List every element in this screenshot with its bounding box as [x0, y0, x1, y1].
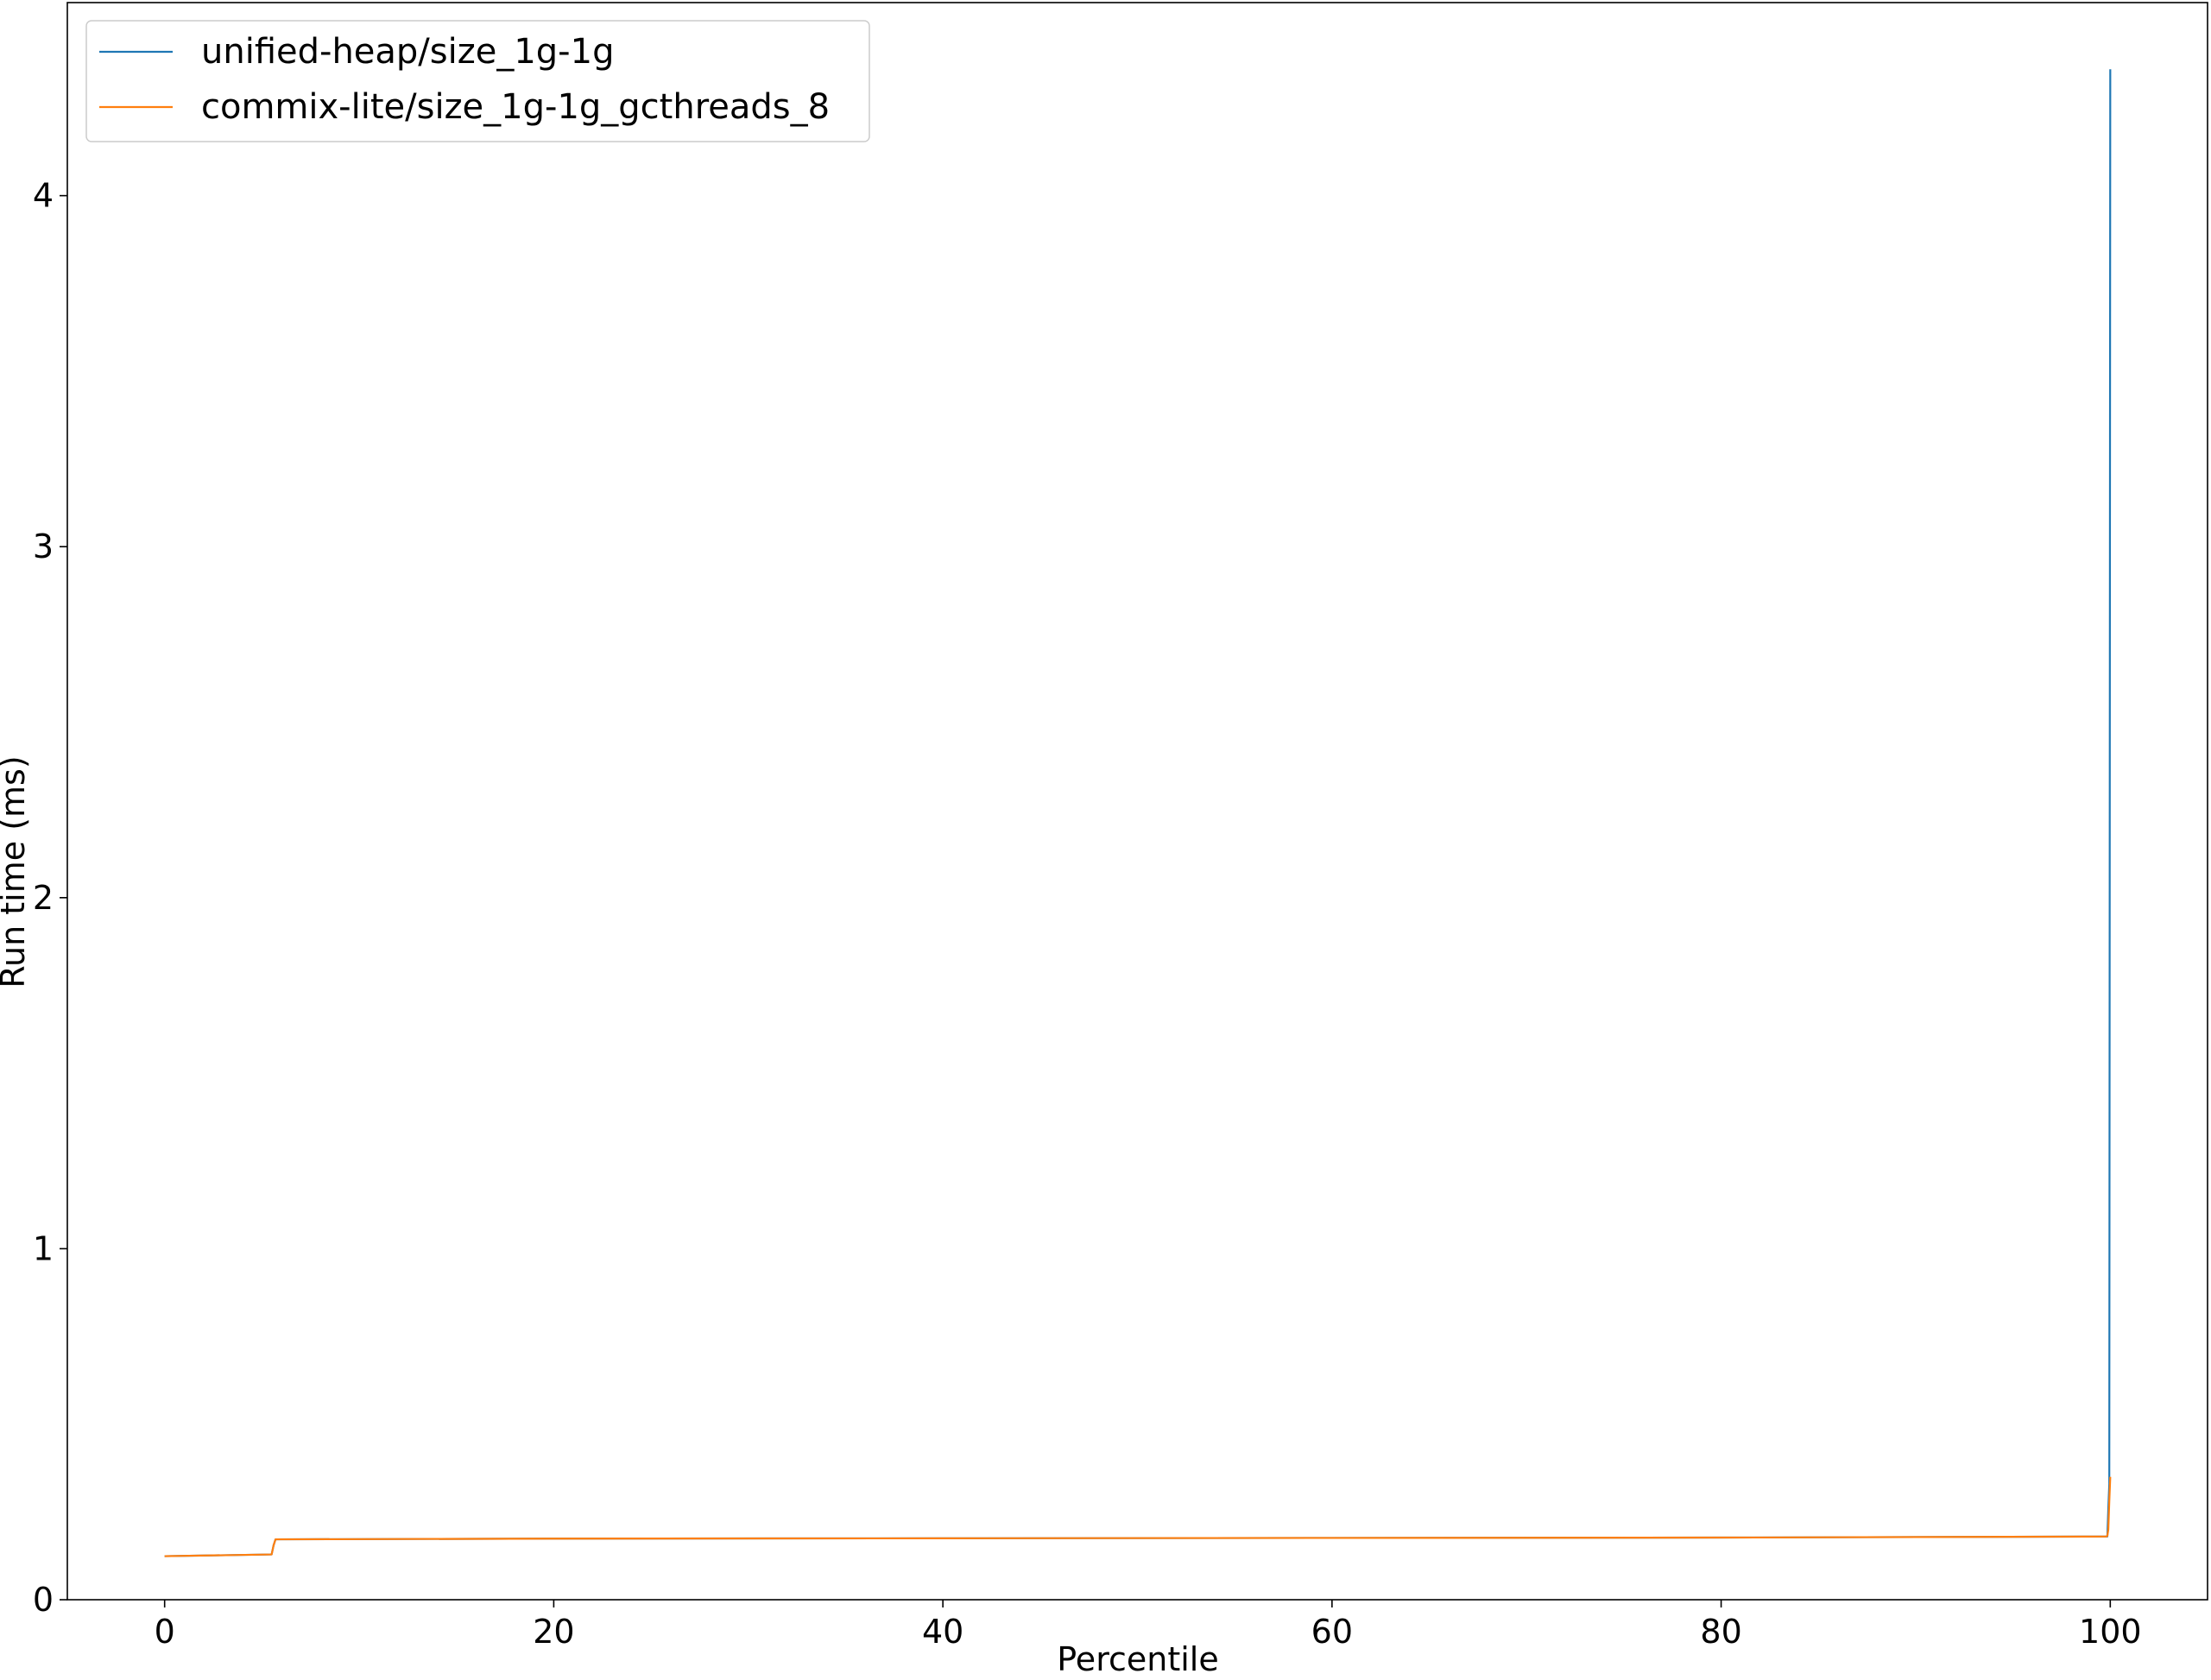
- x-axis-label: Percentile: [1057, 1640, 1218, 1677]
- plot-area: [66, 2, 2208, 1601]
- legend-label-1: unified-heap/size_1g-1g: [201, 32, 614, 72]
- series-line-2: [164, 1476, 2112, 1557]
- x-tick-label: 0: [155, 1613, 175, 1651]
- x-tick-label: 20: [533, 1613, 574, 1651]
- x-tick-label: 80: [1700, 1613, 1741, 1651]
- y-tick-label: 3: [33, 527, 54, 565]
- legend: unified-heap/size_1g-1g commix-lite/size_…: [85, 20, 870, 142]
- y-tick-label: 2: [33, 879, 54, 917]
- y-axis-label: Run time (ms): [0, 755, 32, 988]
- x-tick-label: 100: [2079, 1613, 2142, 1651]
- y-tick-label: 4: [33, 177, 54, 215]
- x-tick-label: 40: [922, 1613, 963, 1651]
- axis-ticks: 0 20 40 60 80 100 0 1 2 3 4: [33, 177, 2142, 1651]
- y-tick-label: 1: [33, 1229, 54, 1267]
- legend-box: [85, 20, 870, 142]
- plot-frame: [66, 2, 2208, 1601]
- y-tick-label: 0: [33, 1581, 54, 1619]
- x-tick-label: 60: [1311, 1613, 1353, 1651]
- legend-label-2: commix-lite/size_1g-1g_gcthreads_8: [201, 87, 830, 127]
